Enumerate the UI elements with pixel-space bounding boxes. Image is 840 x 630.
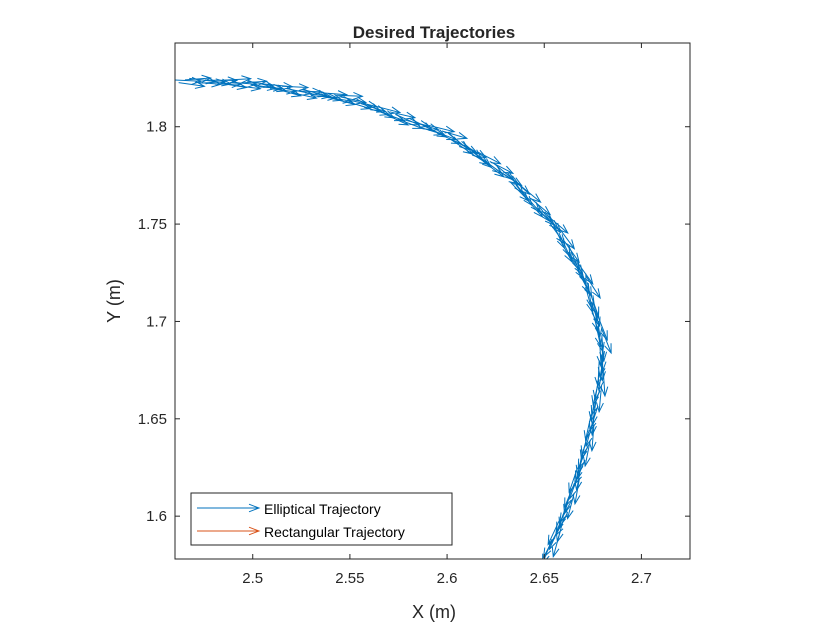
quiver-arrow — [601, 328, 612, 355]
ticks-layer: 2.5 2.55 2.6 2.65 2.7 1.6 1.65 1.7 1.75 1.8 — [138, 43, 690, 587]
quiver-arrow — [210, 76, 239, 85]
legend-arrow — [197, 503, 261, 513]
quiver-arrow — [566, 493, 575, 520]
quiver-arrow — [509, 176, 531, 196]
legend-box — [190, 492, 453, 546]
x-tick-label: 2.5 — [242, 570, 263, 587]
legend-arrow — [197, 526, 261, 536]
quiver-arrow — [577, 262, 594, 285]
quiver-arrow — [548, 525, 561, 551]
x-tick-label: 2.65 — [530, 570, 559, 587]
y-tick-label: 1.75 — [138, 216, 167, 233]
quiver-arrow — [384, 113, 410, 126]
quiver-arrow — [596, 385, 604, 414]
y-tick-label: 1.65 — [138, 411, 167, 428]
quiver-arrow — [374, 105, 402, 115]
quiver-arrow — [224, 75, 253, 84]
quiver-arrow — [597, 315, 608, 342]
y-tick-label: 1.7 — [146, 313, 167, 330]
legend-label-rectangular: Rectangular Trajectory — [264, 524, 405, 540]
x-tick-label: 2.55 — [335, 570, 364, 587]
plot-area — [175, 43, 690, 559]
quiver-arrow — [572, 478, 581, 506]
legend-swatch-rectangular — [197, 526, 261, 536]
quiver-arrow — [275, 88, 303, 98]
quiver-arrow — [551, 531, 561, 559]
x-tick-label: 2.7 — [631, 570, 652, 587]
legend-swatch-elliptical — [197, 503, 261, 513]
quiver-arrow — [290, 92, 318, 101]
quiver-arrow — [600, 369, 609, 398]
quiver-arrow — [463, 144, 488, 159]
legend: Elliptical Trajectory Rectangular Trajec… — [190, 492, 453, 546]
quiver-arrow — [336, 91, 364, 100]
quiver-arrow — [281, 83, 310, 92]
chart-title: Desired Trajectories — [353, 23, 516, 42]
quiver-arrow — [559, 238, 573, 264]
quiver-arrow — [585, 275, 601, 300]
y-tick-label: 1.8 — [146, 119, 167, 136]
quiver-arrow — [558, 227, 576, 250]
quiver-arrow — [499, 171, 523, 187]
quiver-arrow — [520, 185, 542, 203]
x-axis-label: X (m) — [412, 602, 456, 622]
axes-box — [174, 42, 691, 560]
x-tick-label: 2.6 — [437, 570, 458, 587]
quiver-arrow — [441, 130, 469, 140]
quiver-arrow — [583, 440, 591, 468]
y-tick-label: 1.6 — [146, 508, 167, 525]
quiver-arrow — [588, 424, 597, 453]
y-axis-label: Y (m) — [104, 279, 124, 323]
quiver-arrow — [178, 81, 206, 89]
quiver-arrow — [389, 111, 417, 120]
legend-label-elliptical: Elliptical Trajectory — [264, 501, 381, 517]
quiver-layer — [175, 74, 612, 559]
